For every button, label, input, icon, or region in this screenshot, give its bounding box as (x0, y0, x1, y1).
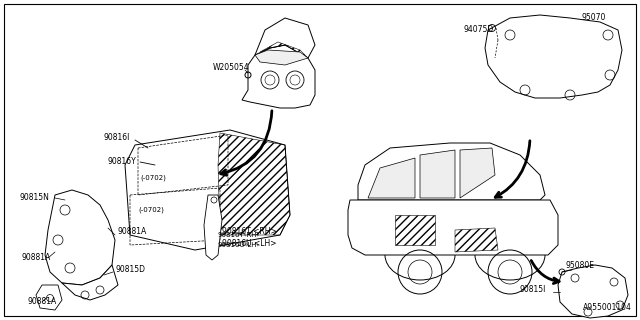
FancyArrowPatch shape (531, 260, 559, 284)
Text: 90816U‹LH›: 90816U‹LH› (218, 242, 260, 248)
Polygon shape (62, 265, 118, 300)
Text: 90816U <LH>: 90816U <LH> (222, 239, 276, 249)
Text: (-0702): (-0702) (138, 207, 164, 213)
Polygon shape (125, 130, 290, 250)
Text: 90881A: 90881A (22, 253, 51, 262)
Polygon shape (348, 200, 558, 255)
Bar (528, 45, 568, 67)
Text: 90816T‹RH›: 90816T‹RH› (218, 232, 260, 238)
Text: 90816I: 90816I (104, 133, 131, 142)
Text: 90815N: 90815N (20, 194, 50, 203)
Polygon shape (358, 143, 545, 200)
Bar (560, 72, 582, 86)
Text: 95070: 95070 (582, 13, 606, 22)
Polygon shape (460, 148, 495, 198)
Polygon shape (420, 150, 455, 198)
Text: 94075D: 94075D (464, 26, 494, 35)
Text: 90815D: 90815D (115, 266, 145, 275)
Polygon shape (255, 50, 308, 65)
Text: W205054: W205054 (213, 63, 250, 73)
Polygon shape (368, 158, 415, 198)
Text: 95080E: 95080E (566, 260, 595, 269)
Text: A955001104: A955001104 (583, 303, 632, 312)
Polygon shape (558, 265, 628, 318)
Polygon shape (242, 45, 315, 108)
Text: 90881A: 90881A (28, 298, 57, 307)
Polygon shape (45, 190, 115, 285)
Text: 90881A: 90881A (118, 228, 147, 236)
Text: 90815I: 90815I (520, 285, 547, 294)
Polygon shape (485, 15, 622, 98)
Text: 90816T <RH>: 90816T <RH> (222, 228, 276, 236)
Text: 90816Y: 90816Y (108, 157, 137, 166)
Text: (-0702): (-0702) (140, 175, 166, 181)
Polygon shape (36, 285, 62, 310)
FancyArrowPatch shape (221, 111, 272, 175)
FancyArrowPatch shape (495, 141, 530, 197)
Polygon shape (204, 195, 222, 260)
Polygon shape (255, 18, 315, 58)
Bar (258, 88, 306, 102)
